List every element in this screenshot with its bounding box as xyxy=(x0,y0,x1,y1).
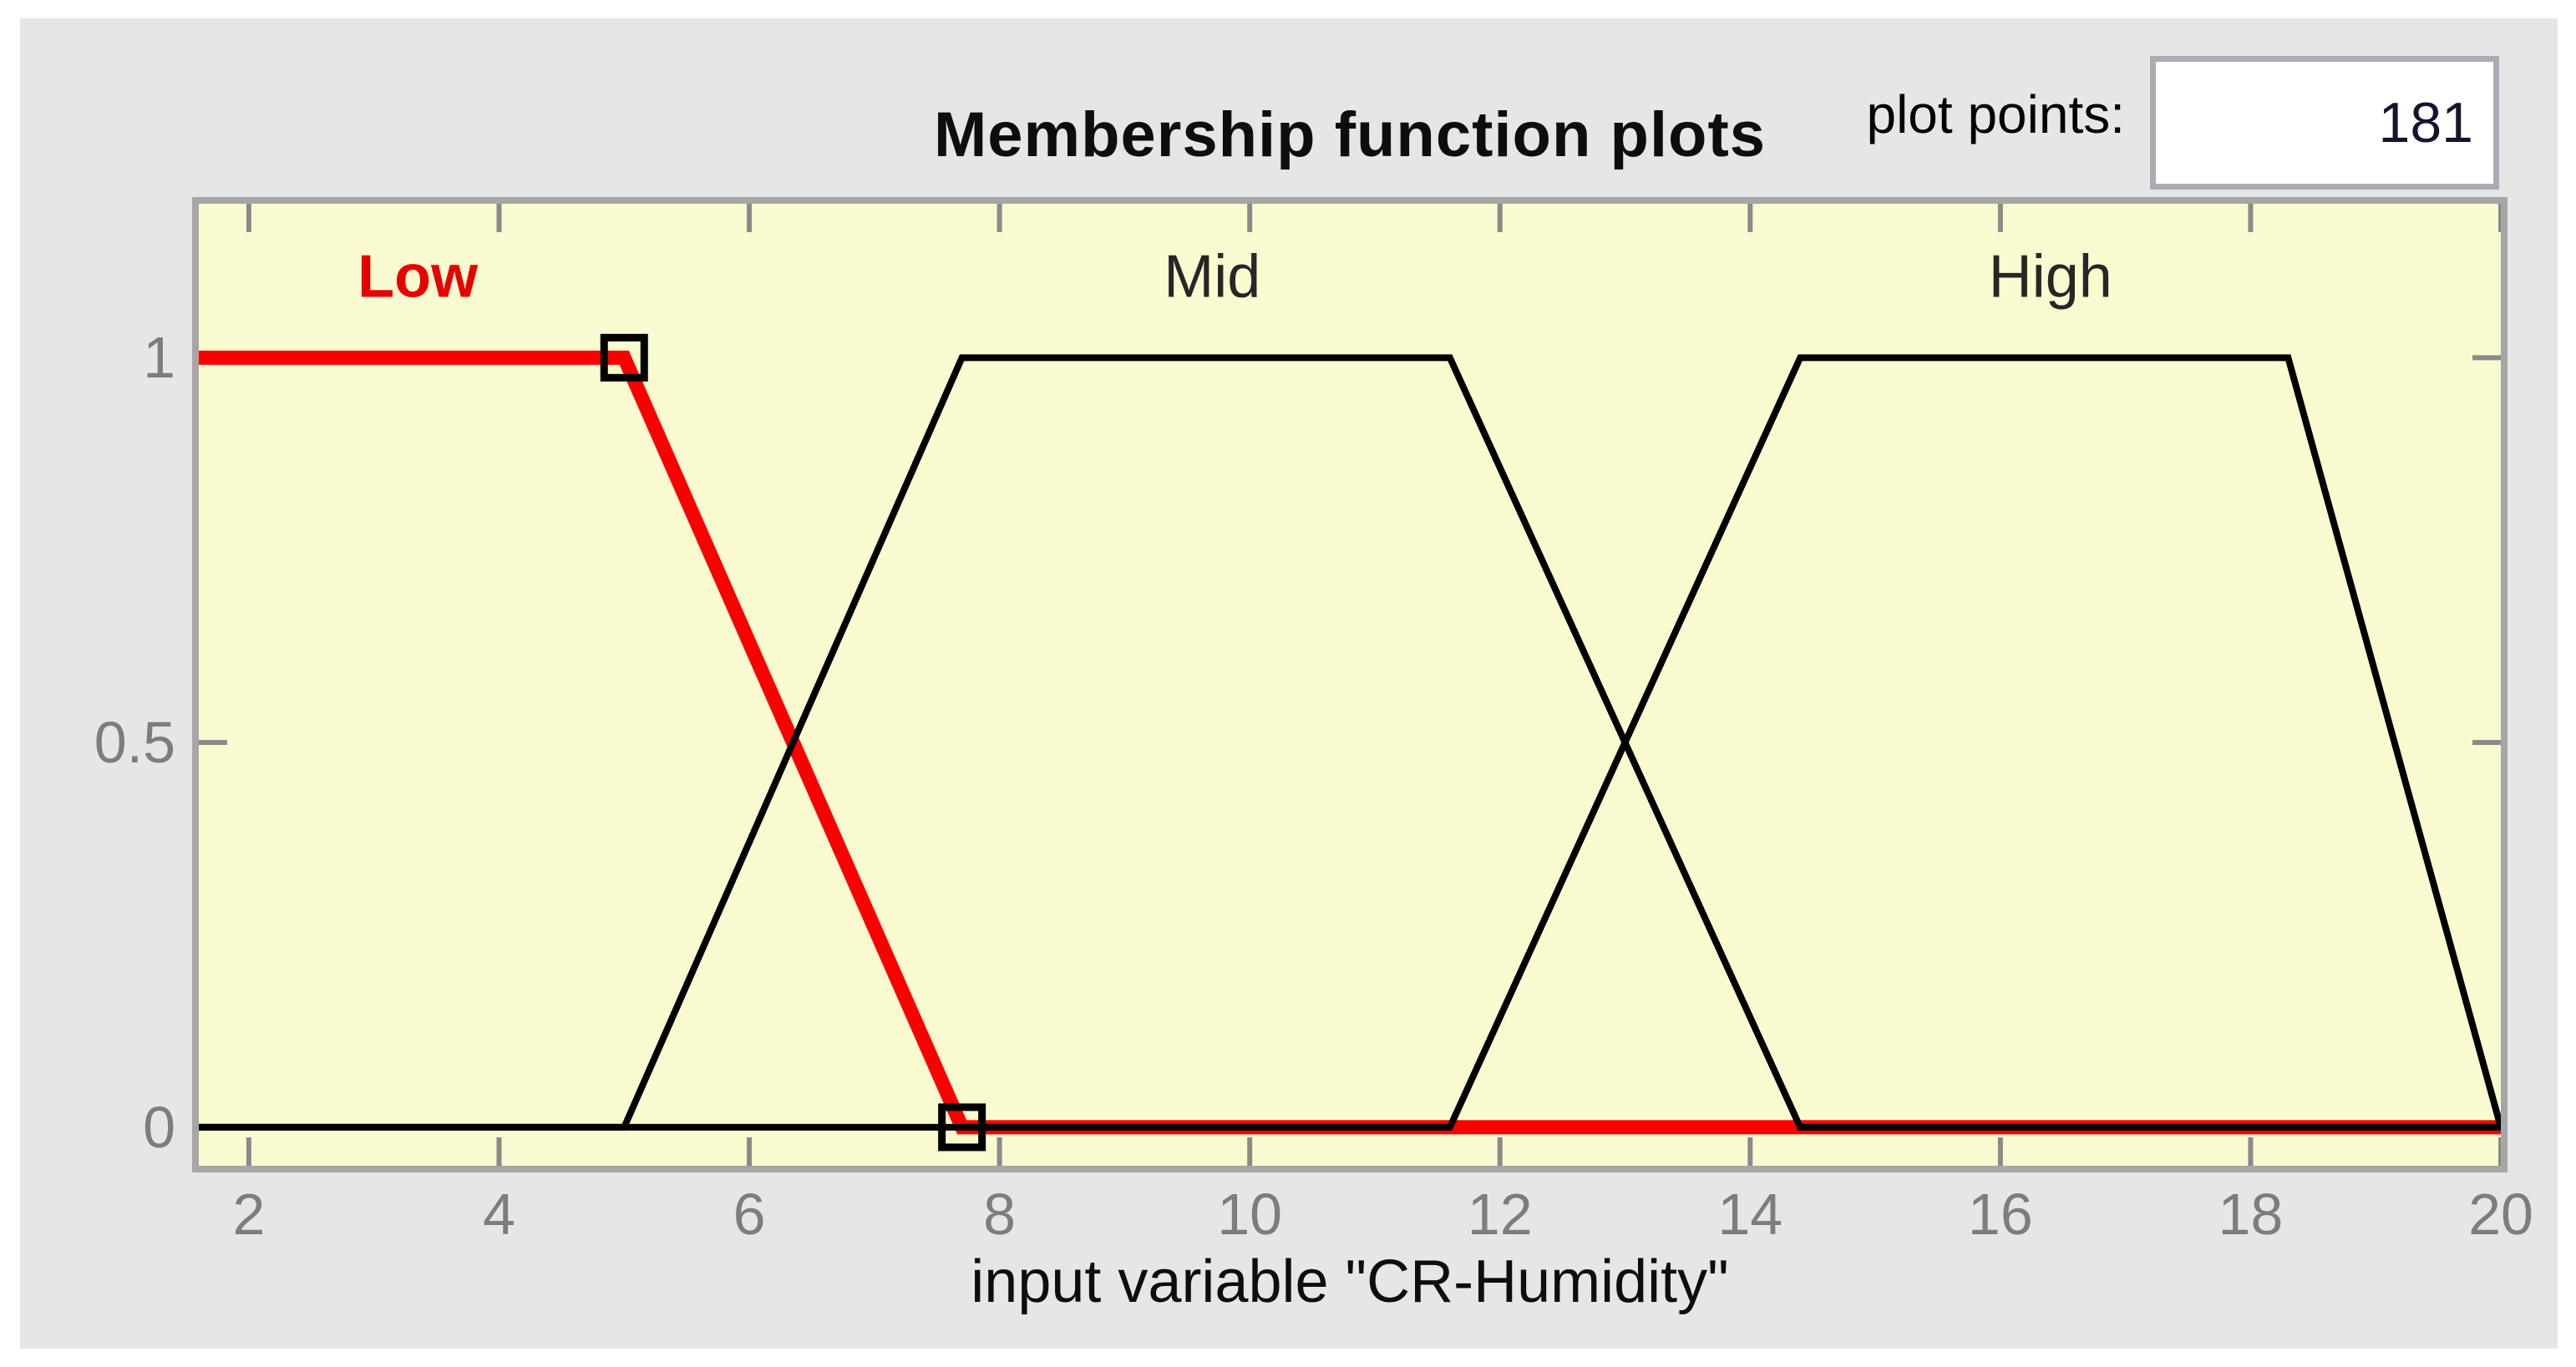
mf-curve-high[interactable] xyxy=(199,354,2501,1131)
mf-handle-low[interactable] xyxy=(938,1103,986,1152)
x-tick-label: 4 xyxy=(483,1182,515,1247)
mf-label-low[interactable]: Low xyxy=(357,244,479,311)
plot-points-input[interactable] xyxy=(2150,56,2499,190)
mf-editor-plot-panel: Membership function plots plot points: L… xyxy=(20,18,2558,1349)
x-tick-label: 6 xyxy=(733,1182,766,1247)
mf-plot-svg: Low Mid High xyxy=(199,204,2501,1166)
y-tick-label: 1 xyxy=(143,325,175,391)
mf-handle-low[interactable] xyxy=(600,333,648,382)
x-tick-label: 16 xyxy=(1967,1182,2033,1247)
x-tick-label: 8 xyxy=(983,1182,1017,1247)
x-tick-label: 14 xyxy=(1717,1182,1783,1247)
plot-points-label: plot points: xyxy=(1866,84,2125,144)
x-tick-label: 10 xyxy=(1217,1182,1283,1247)
x-tick-label: 12 xyxy=(1467,1182,1533,1247)
mf-label-high[interactable]: High xyxy=(1989,244,2112,311)
x-tick-label: 20 xyxy=(2468,1182,2533,1247)
mf-label-mid[interactable]: Mid xyxy=(1164,244,1260,311)
y-tick-label: 0 xyxy=(143,1094,175,1160)
x-axis-title: input variable "CR-Humidity" xyxy=(971,1248,1729,1315)
x-tick-label: 2 xyxy=(232,1182,266,1247)
y-tick-label: 0.5 xyxy=(94,710,175,776)
x-tick-label: 18 xyxy=(2218,1182,2284,1247)
page-title: Membership function plots xyxy=(933,99,1767,170)
plot-background xyxy=(199,204,2501,1166)
plot-area[interactable]: Low Mid High xyxy=(192,197,2508,1172)
